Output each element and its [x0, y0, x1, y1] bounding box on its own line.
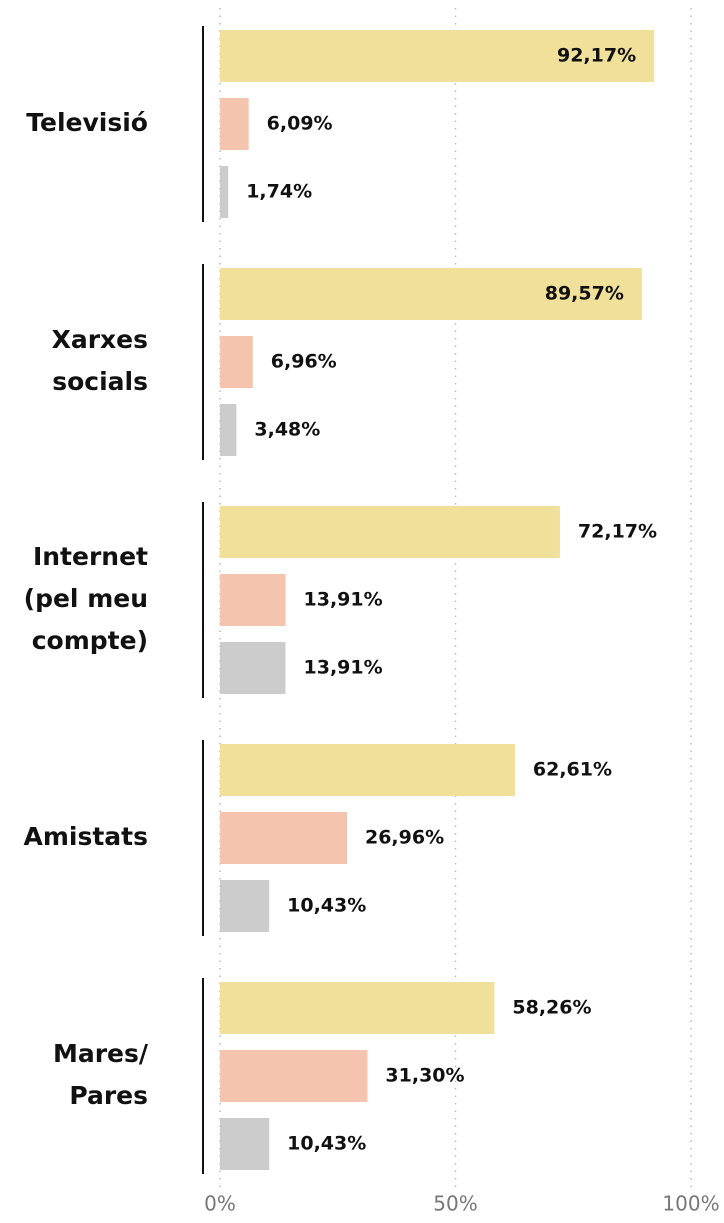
bar: [220, 30, 655, 82]
value-label: 6,09%: [267, 113, 333, 135]
bar: [220, 1050, 368, 1102]
category-label: Mares/: [53, 1039, 149, 1068]
value-label: 58,26%: [512, 997, 591, 1019]
category-label: Pares: [69, 1081, 148, 1110]
value-label: 13,91%: [304, 657, 383, 679]
value-label: 1,74%: [246, 181, 312, 203]
bar: [220, 166, 229, 218]
category-label: Xarxes: [52, 325, 148, 354]
value-label: 62,61%: [533, 759, 612, 781]
category-label: (pel meu: [24, 584, 148, 613]
bar: [220, 982, 495, 1034]
value-label: 26,96%: [365, 827, 444, 849]
value-label: 13,91%: [304, 589, 383, 611]
category-label: compte): [32, 626, 148, 655]
category-label: Internet: [33, 542, 148, 571]
value-label: 89,57%: [545, 283, 624, 305]
bar: [220, 268, 642, 320]
bar: [220, 506, 560, 558]
x-tick-label: 100%: [662, 1192, 719, 1216]
bar: [220, 880, 270, 932]
value-label: 10,43%: [287, 1133, 366, 1155]
x-tick-label: 50%: [433, 1192, 477, 1216]
bar: [220, 98, 249, 150]
bar: [220, 336, 253, 388]
bar: [220, 404, 237, 456]
bar: [220, 642, 286, 694]
x-tick-label: 0%: [204, 1192, 236, 1216]
category-label: Amistats: [24, 822, 149, 851]
value-label: 10,43%: [287, 895, 366, 917]
bar: [220, 812, 347, 864]
bar: [220, 1118, 270, 1170]
category-label: Televisió: [26, 108, 148, 137]
bar: [220, 574, 286, 626]
value-label: 3,48%: [254, 419, 320, 441]
bar: [220, 744, 515, 796]
value-label: 31,30%: [385, 1065, 464, 1087]
value-label: 92,17%: [557, 45, 636, 67]
value-label: 6,96%: [271, 351, 337, 373]
category-label: socials: [52, 367, 148, 396]
value-label: 72,17%: [578, 521, 657, 543]
